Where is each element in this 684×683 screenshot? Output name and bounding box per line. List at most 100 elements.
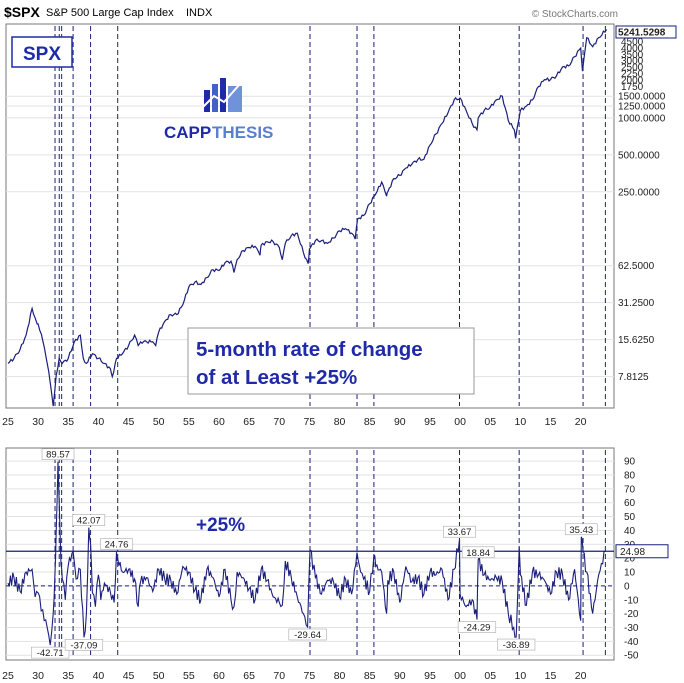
roc-x-axis: 25 30 35 40 45 50 55 60 65 70 75 80 85 90 95 00 05 10 15 20 xyxy=(2,670,586,682)
price-y-tick-label: 31.2500 xyxy=(618,298,655,309)
x-tick-label: 30 xyxy=(32,416,44,428)
price-y-tick-compressed: 4500 xyxy=(621,37,644,48)
x-tick-label: 30 xyxy=(32,670,44,682)
x-tick-label: 50 xyxy=(153,670,165,682)
data-label-box xyxy=(461,546,495,559)
x-tick-label: 80 xyxy=(334,670,346,682)
price-last-value-box xyxy=(615,25,677,39)
data-label-box xyxy=(41,448,75,460)
roc-y-tick-label: 60 xyxy=(624,498,636,509)
x-tick-label: 60 xyxy=(213,416,225,428)
price-y-tick-label: 15.6250 xyxy=(618,335,655,346)
x-tick-label: 45 xyxy=(123,670,135,682)
data-label: -37.09 xyxy=(70,640,97,651)
x-tick-label: 25 xyxy=(2,416,14,428)
x-tick-label: 70 xyxy=(273,670,285,682)
data-label-box xyxy=(64,639,104,651)
x-tick-label: 35 xyxy=(62,670,74,682)
roc-series-line xyxy=(7,461,606,646)
price-y-tick-compressed: 2500 xyxy=(621,63,644,74)
x-tick-label: 45 xyxy=(123,416,135,428)
x-tick-label: 15 xyxy=(545,416,557,428)
threshold-label: +25% xyxy=(196,515,245,536)
data-label: -36.89 xyxy=(503,640,530,651)
data-label-box xyxy=(443,525,476,538)
roc-y-tick-label: 70 xyxy=(624,484,636,495)
x-tick-label: 95 xyxy=(424,416,436,428)
data-label: 35.43 xyxy=(569,525,593,536)
data-label-box xyxy=(497,638,536,651)
roc-y-tick-label: 80 xyxy=(624,470,636,481)
x-tick-label: 10 xyxy=(515,416,527,428)
x-tick-label: 65 xyxy=(243,416,255,428)
price-y-tick-label: 500.0000 xyxy=(618,150,660,161)
roc-y-tick-label: 50 xyxy=(624,512,636,523)
x-tick-label: 10 xyxy=(515,670,527,682)
roc-last-value-box xyxy=(615,544,669,559)
x-tick-label: 90 xyxy=(394,670,406,682)
roc-y-tick-label: -20 xyxy=(624,609,639,620)
x-tick-label: 60 xyxy=(213,670,225,682)
data-label: 18.84 xyxy=(466,548,490,559)
price-y-tick-label: 1000.0000 xyxy=(618,113,666,124)
price-y-tick-compressed: 3000 xyxy=(621,56,644,67)
price-y-tick-compressed: 2000 xyxy=(621,75,644,86)
price-y-tick-label: 62.5000 xyxy=(618,261,655,272)
price-y-tick-compressed: 2250 xyxy=(621,69,644,80)
data-label-box xyxy=(288,628,327,641)
price-y-tick-label: 7.8125 xyxy=(618,372,649,383)
x-tick-label: 20 xyxy=(575,670,587,682)
data-label: -29.64 xyxy=(294,630,321,641)
roc-y-tick-label: 20 xyxy=(624,554,636,565)
data-label-box xyxy=(564,523,598,536)
capp-thesis-logo: CAPP THESIS xyxy=(164,78,273,142)
x-tick-label: 80 xyxy=(334,416,346,428)
callout-line-1: 5-month rate of change xyxy=(196,338,423,361)
price-y-tick-label: 1250.0000 xyxy=(618,101,666,112)
roc-y-axis: 9080706050403020100-10-20-30-40-50 xyxy=(624,457,639,662)
roc-y-tick-label: 10 xyxy=(624,568,636,579)
x-tick-label: 40 xyxy=(93,670,105,682)
price-series-line xyxy=(7,29,608,407)
roc-y-tick-label: -10 xyxy=(624,595,639,606)
price-y-tick-compressed: 4000 xyxy=(621,43,644,54)
roc-last-value: 24.98 xyxy=(620,547,645,558)
data-label-box xyxy=(457,621,497,633)
x-tick-label: 75 xyxy=(304,670,316,682)
data-label: -42.71 xyxy=(37,648,64,659)
data-label-box xyxy=(100,538,133,550)
x-tick-label: 25 xyxy=(2,670,14,682)
spx-badge xyxy=(11,36,73,68)
x-tick-label: 05 xyxy=(484,670,496,682)
data-label: 42.07 xyxy=(77,516,101,527)
source-credit: © StockCharts.com xyxy=(532,9,618,20)
data-label: 24.76 xyxy=(105,540,129,551)
roc-y-tick-label: -50 xyxy=(624,651,639,662)
x-tick-label: 75 xyxy=(304,416,316,428)
logo-text-thesis: THESIS xyxy=(212,123,273,142)
callout-line-2: of at Least +25% xyxy=(196,366,357,389)
spx-badge-label: SPX xyxy=(23,44,61,65)
price-x-axis: 25 30 35 40 45 50 55 60 65 70 75 80 85 90 95 00 05 10 15 20 xyxy=(2,416,586,428)
x-tick-label: 40 xyxy=(93,416,105,428)
x-tick-label: 00 xyxy=(454,670,466,682)
exchange-label: INDX xyxy=(186,7,213,19)
logo-text-capp: CAPP xyxy=(164,123,211,142)
symbol-label: $SPX xyxy=(4,4,40,20)
data-label: -24.29 xyxy=(464,623,491,634)
roc-data-labels: 89.57 42.07 24.76 33.67 18.84 35.43 -42.71 -37.… xyxy=(31,448,598,659)
price-y-tick-label: 250.0000 xyxy=(618,187,660,198)
callout-box xyxy=(187,327,475,395)
x-tick-label: 70 xyxy=(273,416,285,428)
roc-y-tick-label: -30 xyxy=(624,623,639,634)
x-tick-label: 55 xyxy=(183,416,195,428)
roc-y-tick-label: 40 xyxy=(624,526,636,537)
roc-y-tick-label: 0 xyxy=(624,581,630,592)
x-tick-label: 15 xyxy=(545,670,557,682)
x-tick-label: 85 xyxy=(364,670,376,682)
x-tick-label: 90 xyxy=(394,416,406,428)
